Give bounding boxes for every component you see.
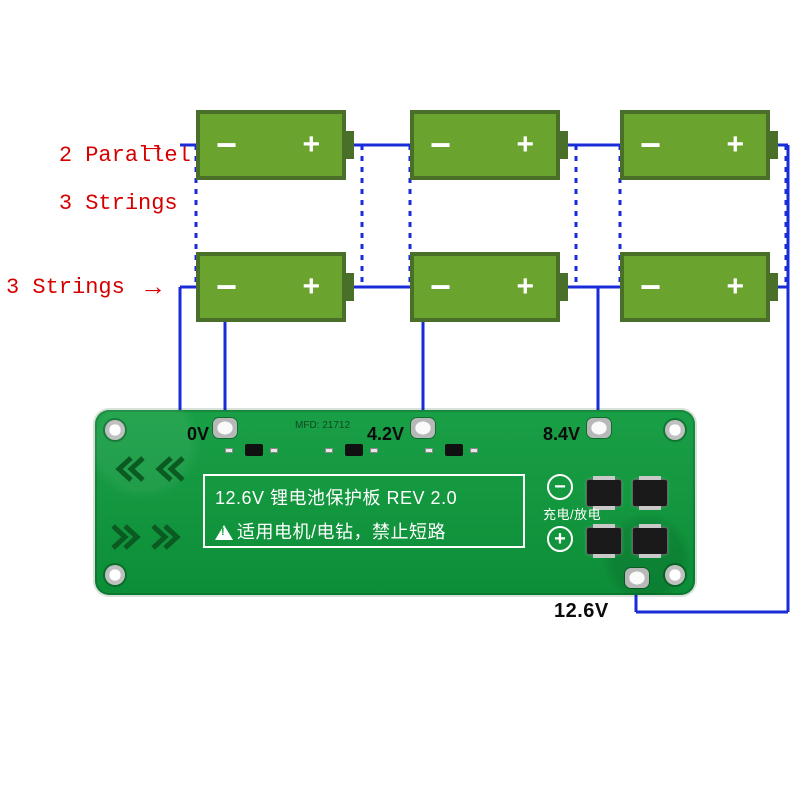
battery-minus: − — [216, 266, 237, 308]
pad-label: 0V — [187, 424, 209, 445]
pad-0v — [213, 418, 237, 438]
pad-8-4v — [587, 418, 611, 438]
label-3-strings: 3 Strings — [6, 276, 125, 300]
mosfet — [587, 480, 621, 506]
pad-12-6v — [625, 568, 649, 588]
battery-plus: + — [726, 270, 744, 304]
pcb-arrow-icon — [151, 454, 185, 484]
mount-hole — [105, 420, 125, 440]
smd-component — [270, 448, 278, 453]
battery-minus: − — [430, 266, 451, 308]
diagram-canvas: 2 Parallel 3 Strings → 3 Strings → −+−+−… — [0, 0, 800, 800]
silkscreen-line1: 12.6V 锂电池保护板 REV 2.0 — [215, 484, 513, 510]
battery-plus: + — [302, 270, 320, 304]
pad-label: 4.2V — [367, 424, 404, 445]
silkscreen-line2: 适用电机/电钻，禁止短路 — [215, 518, 513, 544]
mount-hole — [665, 565, 685, 585]
label-2-parallel-l2: 3 Strings — [59, 191, 178, 216]
ic-chip — [345, 444, 363, 456]
battery-plus: + — [516, 270, 534, 304]
terminal-plus-icon: + — [547, 526, 573, 552]
mount-hole — [105, 565, 125, 585]
smd-component — [225, 448, 233, 453]
battery-cell: −+ — [410, 110, 560, 180]
terminal-minus-icon: − — [547, 474, 573, 500]
battery-cell: −+ — [620, 110, 770, 180]
mosfet — [587, 528, 621, 554]
silkscreen-info-box: 12.6V 锂电池保护板 REV 2.0 适用电机/电钻，禁止短路 — [203, 474, 525, 548]
battery-plus: + — [302, 128, 320, 162]
bms-pcb: 0V 4.2V 8.4V MFD: 21712 − + 充电/放电 12.6V 锂电池保护板 … — [95, 410, 695, 595]
charge-discharge-label: 充电/放电 — [543, 504, 601, 523]
warning-icon — [215, 525, 233, 540]
mosfet — [633, 480, 667, 506]
mount-hole — [665, 420, 685, 440]
mosfet — [633, 528, 667, 554]
battery-plus: + — [516, 128, 534, 162]
battery-plus: + — [726, 128, 744, 162]
battery-cell: −+ — [410, 252, 560, 322]
label-2-parallel-l1: 2 Parallel — [59, 143, 191, 168]
battery-minus: − — [640, 266, 661, 308]
battery-cell: −+ — [620, 252, 770, 322]
smd-component — [425, 448, 433, 453]
ic-chip — [245, 444, 263, 456]
mfd-code: MFD: 21712 — [295, 420, 350, 431]
battery-cell: −+ — [196, 252, 346, 322]
pad-label: 8.4V — [543, 424, 580, 445]
pad-4-2v — [411, 418, 435, 438]
battery-minus: − — [216, 124, 237, 166]
battery-minus: − — [430, 124, 451, 166]
ic-chip — [445, 444, 463, 456]
battery-minus: − — [640, 124, 661, 166]
pcb-arrow-icon — [151, 522, 185, 552]
pcb-arrow-icon — [111, 522, 145, 552]
smd-component — [470, 448, 478, 453]
smd-component — [370, 448, 378, 453]
pcb-arrow-icon — [111, 454, 145, 484]
pad-label-12-6v: 12.6V — [554, 600, 609, 623]
battery-cell: −+ — [196, 110, 346, 180]
arrow-series: → — [140, 273, 166, 299]
arrow-parallel: → — [140, 131, 166, 157]
smd-component — [325, 448, 333, 453]
